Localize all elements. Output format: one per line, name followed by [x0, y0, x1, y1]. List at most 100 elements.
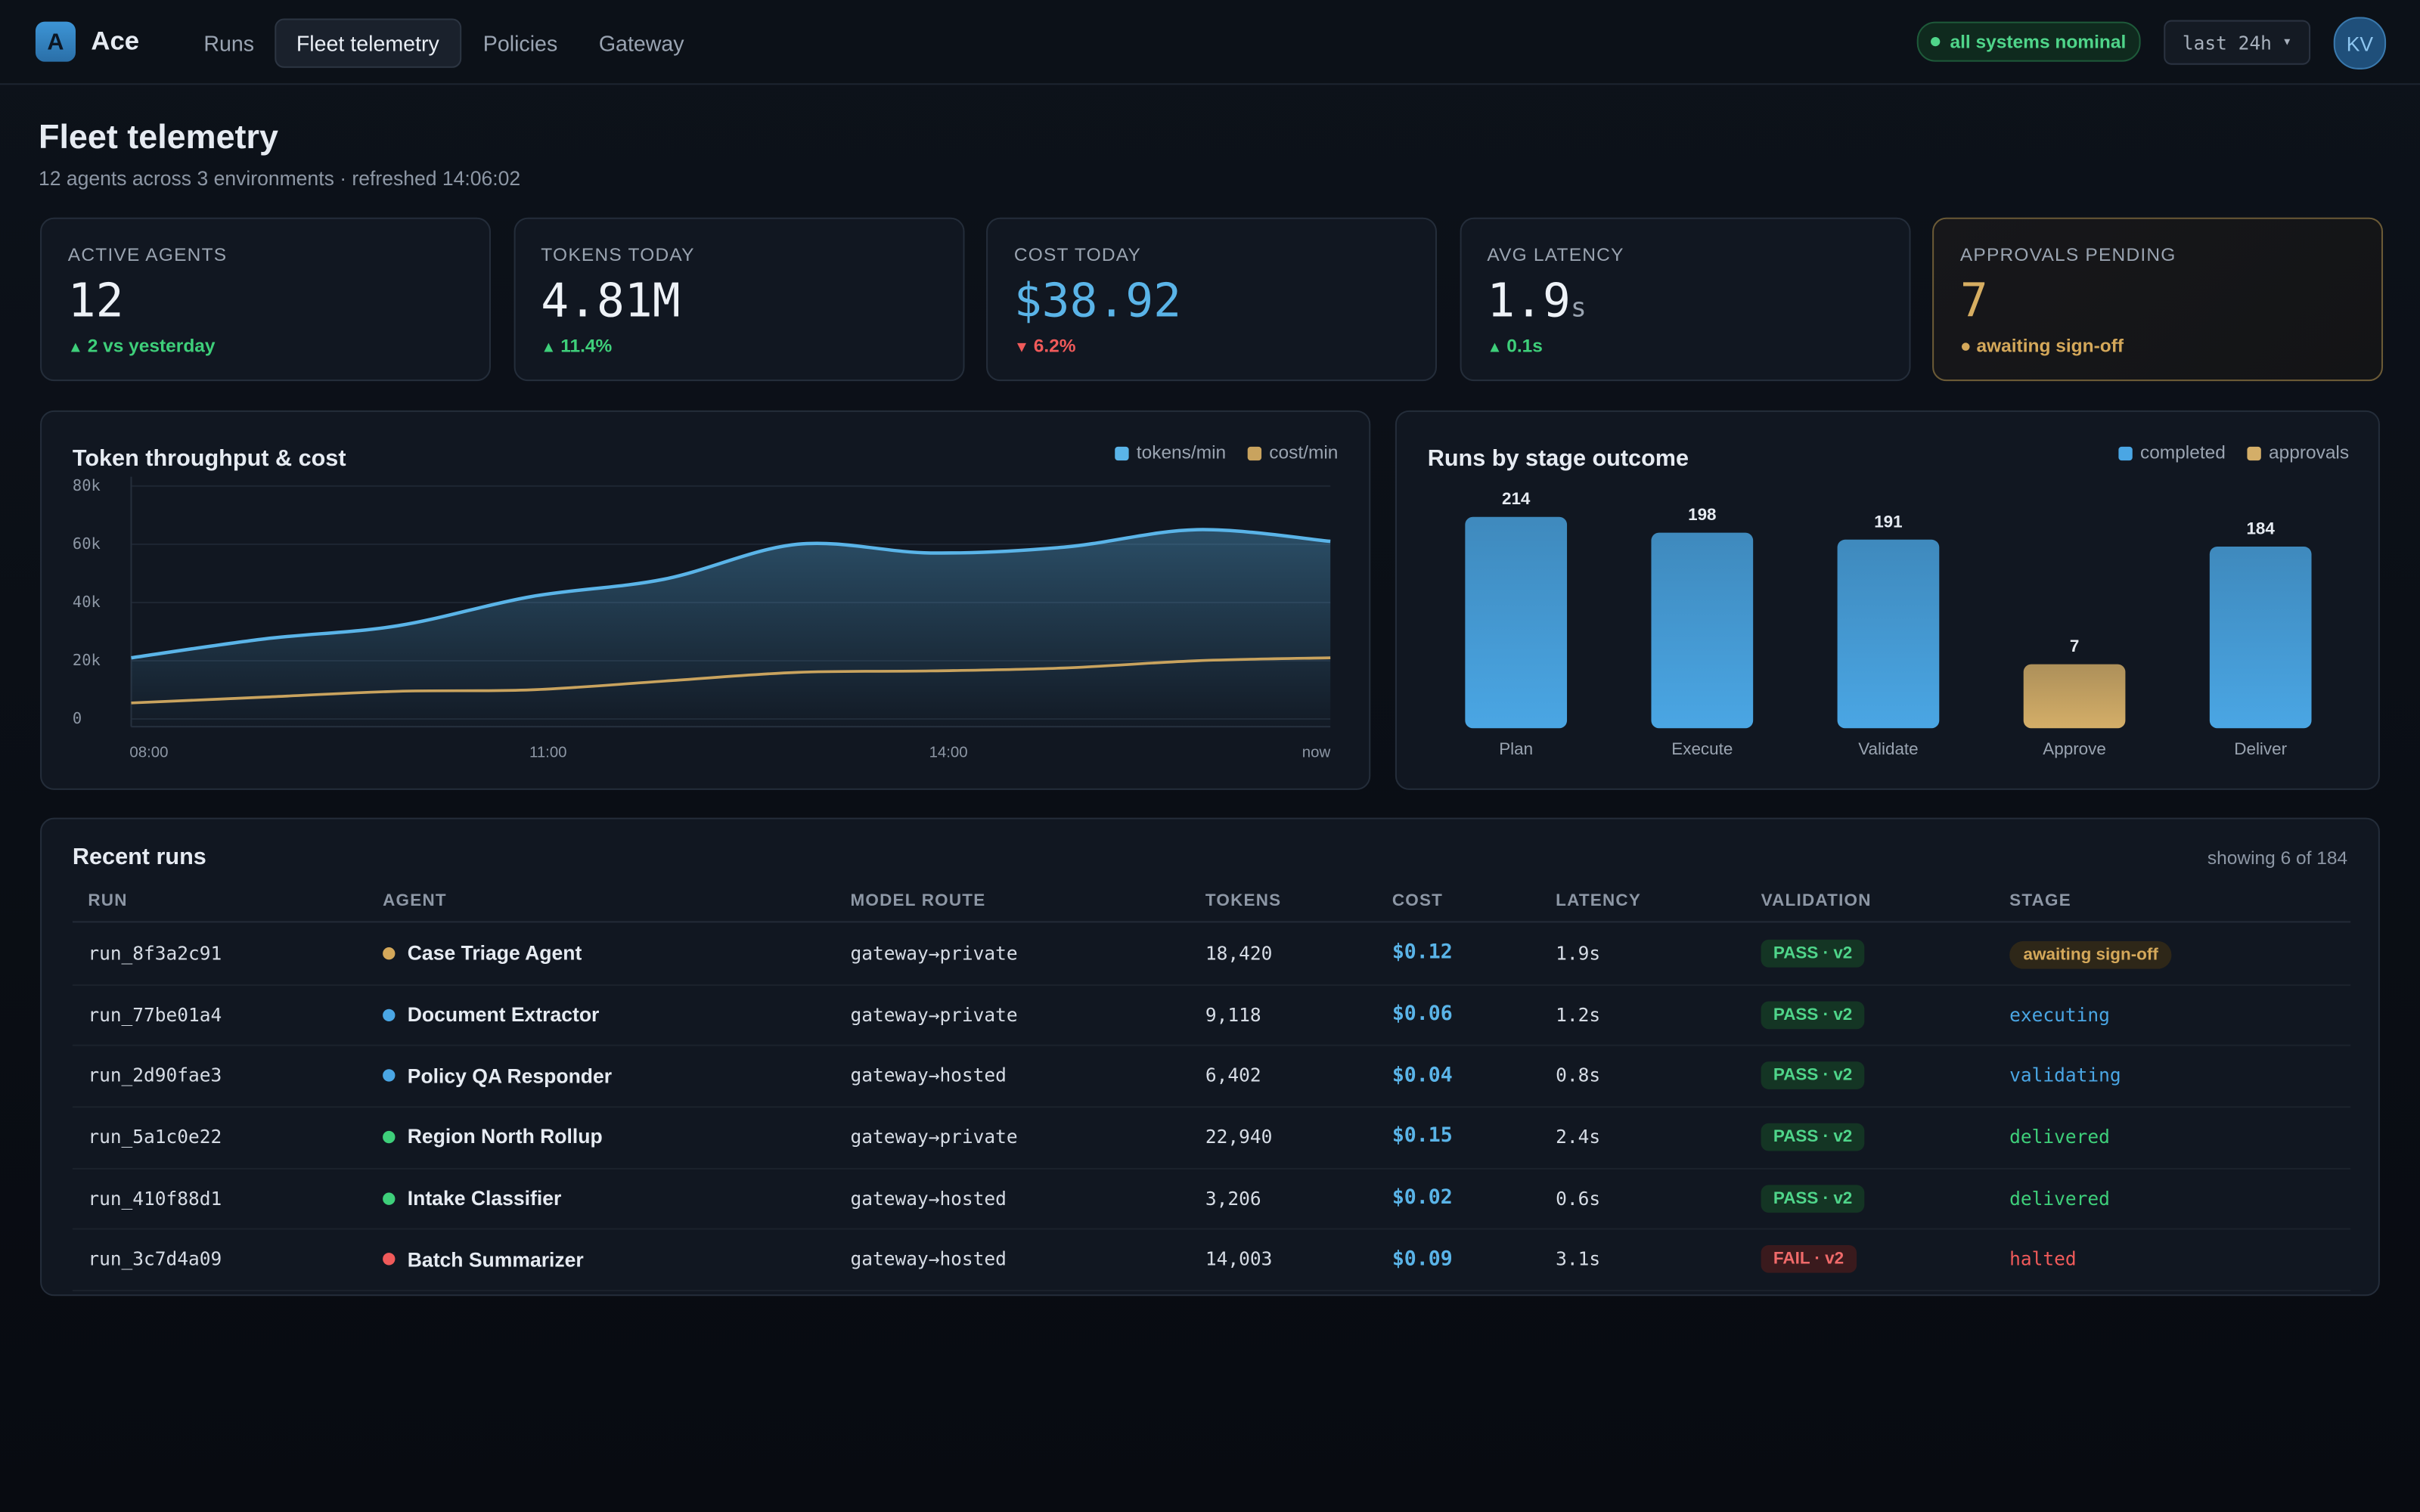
- kpi-number: 12: [67, 274, 124, 329]
- cell: run_410f88d1: [88, 1187, 222, 1210]
- column-header: STAGE: [2009, 891, 2071, 911]
- bar: [2209, 546, 2312, 729]
- brand: Ace: [91, 26, 140, 56]
- validation: PASS · v2: [1745, 1061, 1994, 1090]
- column-header: COST: [1392, 891, 1444, 911]
- stage: executing: [1994, 1004, 2350, 1026]
- cell: 9,118: [1205, 1003, 1261, 1026]
- validation-badge: FAIL · v2: [1761, 1245, 1857, 1274]
- validation-badge: PASS · v2: [1761, 939, 1865, 968]
- cell: gateway→hosted: [850, 1248, 1007, 1271]
- agent-name: Batch Summarizer: [368, 1248, 835, 1272]
- kpi-label: ACTIVE AGENTS: [67, 243, 228, 266]
- x-tick-label: 11:00: [529, 744, 567, 761]
- top-nav: A Ace Runs Fleet telemetry Policies Gate…: [0, 0, 2420, 85]
- range-select[interactable]: last 24h: [2164, 20, 2311, 65]
- x-tick-label: Validate: [1858, 739, 1918, 758]
- page-subtitle: 12 agents across 3 environments · refres…: [39, 166, 521, 191]
- cell: 22,940: [1205, 1126, 1273, 1148]
- stage: awaiting sign-off: [1994, 940, 2350, 969]
- y-tick-label: 20k: [73, 651, 101, 669]
- legend-swatch: [2247, 446, 2261, 461]
- cell: gateway→private: [850, 942, 1018, 965]
- stage: delivered: [1994, 1126, 2350, 1148]
- kpi-delta: awaiting sign-off: [1960, 335, 2124, 357]
- bar: [1465, 516, 1568, 729]
- nav-item[interactable]: Runs: [203, 30, 255, 56]
- agent-name: Document Extractor: [368, 1003, 835, 1027]
- bar: [1651, 532, 1754, 729]
- x-tick-label: Approve: [2043, 739, 2106, 758]
- agent-name: Case Triage Agent: [368, 942, 835, 965]
- x-tick-label: 08:00: [129, 744, 168, 761]
- bar: [2023, 664, 2126, 729]
- cost: $0.06: [1392, 1002, 1453, 1027]
- kpi-card: TOKENS TODAY 4.81M 11.4%: [513, 217, 964, 382]
- nav-item[interactable]: Policies: [482, 30, 558, 56]
- stage-label: delivered: [2009, 1126, 2110, 1148]
- kpi-value: 12: [68, 274, 124, 328]
- kpi-number: 1.9: [1487, 274, 1571, 329]
- y-tick-label: 60k: [73, 534, 101, 553]
- cell: 0.6s: [1556, 1187, 1601, 1210]
- column-header: AGENT: [383, 891, 447, 911]
- table-row: run_77be01a4 Document Extractor gateway→pr…: [72, 984, 2351, 1047]
- stage: halted: [1994, 1249, 2350, 1271]
- legend-label: cost/min: [1269, 442, 1338, 463]
- line: [131, 656, 1331, 705]
- cell: gateway→hosted: [850, 1187, 1007, 1210]
- avatar[interactable]: KV: [2333, 17, 2387, 70]
- legend-swatch: [1247, 446, 1262, 461]
- runs-table: Recent runs showing 6 of 184 RUN AGENT MOD…: [40, 817, 2380, 1297]
- bar: [1837, 539, 1940, 729]
- stage-label: executing: [2009, 1003, 2110, 1026]
- validation: PASS · v2: [1745, 1123, 1994, 1151]
- table-row: run_410f88d1 Intake Classifier gateway→hos…: [72, 1167, 2351, 1231]
- validation-badge: PASS · v2: [1761, 1184, 1865, 1213]
- x-tick-label: Deliver: [2234, 739, 2287, 758]
- agent-name: Policy QA Responder: [368, 1064, 835, 1088]
- stage-label: delivered: [2009, 1187, 2110, 1210]
- kpi-value: 1.9s: [1487, 274, 1587, 328]
- status-pill: all systems nominal: [1916, 21, 2141, 62]
- x-tick-label: Plan: [1499, 739, 1533, 758]
- cell: gateway→private: [850, 1003, 1018, 1026]
- cell: 3,206: [1205, 1187, 1261, 1210]
- cell: run_8f3a2c91: [88, 942, 222, 965]
- table-row: run_2d90fae3 Policy QA Responder gateway→h…: [72, 1045, 2351, 1108]
- validation: PASS · v2: [1745, 1184, 1994, 1213]
- kpi-label: AVG LATENCY: [1487, 243, 1624, 266]
- cell: 14,003: [1205, 1248, 1273, 1271]
- kpi-number: 4.81M: [541, 274, 681, 329]
- kpi-unit: s: [1570, 293, 1587, 324]
- cell: 3.1s: [1556, 1248, 1601, 1271]
- validation-badge: PASS · v2: [1761, 1061, 1865, 1090]
- y-tick-label: 0: [73, 709, 82, 727]
- column-header: LATENCY: [1556, 891, 1642, 911]
- table-row: run_8f3a2c91 Case Triage Agent gateway→pri…: [72, 922, 2351, 986]
- cell: 6,402: [1205, 1064, 1261, 1087]
- logo[interactable]: A: [35, 21, 76, 62]
- stage-label: validating: [2009, 1064, 2121, 1087]
- cost: $0.12: [1392, 941, 1453, 965]
- cell: run_77be01a4: [88, 1003, 222, 1026]
- validation: PASS · v2: [1745, 939, 1994, 968]
- kpi-label: COST TODAY: [1013, 243, 1142, 266]
- nav-item[interactable]: Fleet telemetry: [275, 18, 461, 68]
- column-header: TOKENS: [1205, 891, 1282, 911]
- kpi-card: AVG LATENCY 1.9s 0.1s: [1459, 217, 1910, 382]
- validation: FAIL · v2: [1745, 1245, 1994, 1274]
- stage: validating: [1994, 1065, 2350, 1087]
- cell: 2.4s: [1556, 1126, 1601, 1148]
- cell: run_5a1c0e22: [88, 1126, 222, 1148]
- validation-badge: PASS · v2: [1761, 1000, 1865, 1029]
- kpi-value: 7: [1960, 274, 1988, 328]
- nav-item[interactable]: Gateway: [598, 30, 684, 56]
- cell: 18,420: [1205, 942, 1273, 965]
- table-row: run_5a1c0e22 Region North Rollup gateway→p…: [72, 1106, 2351, 1170]
- column-header: RUN: [88, 891, 128, 911]
- kpi-value: $38.92: [1014, 274, 1181, 328]
- page-title: Fleet telemetry: [39, 117, 278, 156]
- table-summary: showing 6 of 184: [2207, 847, 2348, 869]
- y-tick-label: 80k: [73, 476, 101, 494]
